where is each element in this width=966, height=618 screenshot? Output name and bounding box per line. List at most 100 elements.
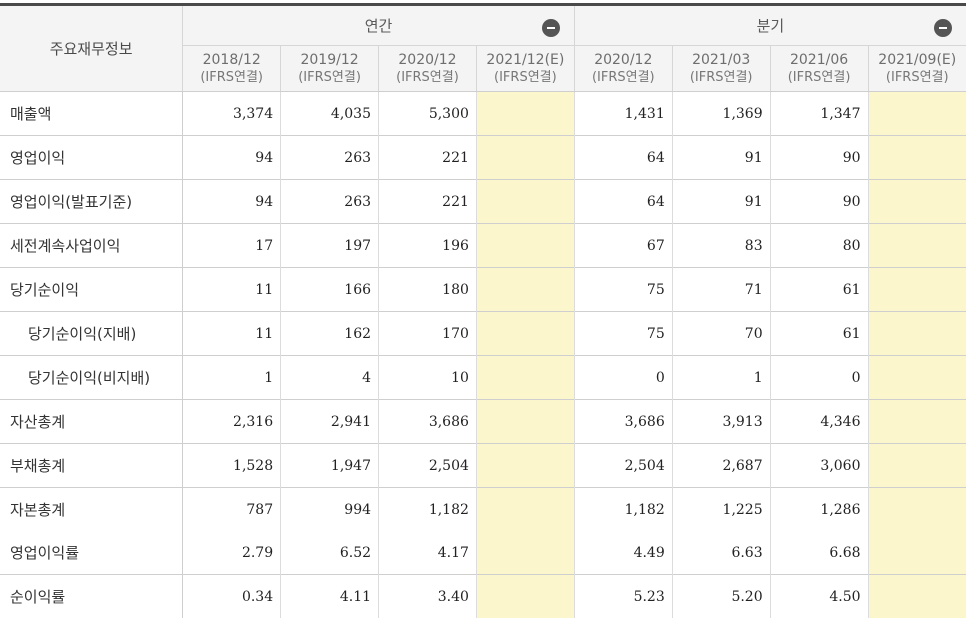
value-cell: 5.20 (672, 575, 770, 618)
quarter-collapse-icon[interactable] (934, 19, 952, 37)
period-basis: (IFRS연결) (869, 69, 966, 86)
value-cell: 90 (770, 180, 868, 224)
period-date: 2018/12 (183, 52, 280, 69)
row-label: 영업이익(발표기준) (0, 180, 183, 224)
value-cell: 787 (183, 488, 281, 532)
value-cell: 0.34 (183, 575, 281, 618)
estimate-cell (476, 531, 574, 575)
row-label: 부채총계 (0, 444, 183, 488)
row-label: 당기순이익(비지배) (0, 356, 183, 400)
estimate-cell (868, 531, 966, 575)
value-cell: 94 (183, 180, 281, 224)
value-cell: 263 (281, 136, 379, 180)
period-header-1: 2019/12(IFRS연결) (281, 46, 379, 92)
value-cell: 4,346 (770, 400, 868, 444)
value-cell: 2.79 (183, 531, 281, 575)
value-cell: 91 (672, 136, 770, 180)
value-cell: 2,941 (281, 400, 379, 444)
value-cell: 64 (574, 136, 672, 180)
estimate-cell (476, 136, 574, 180)
value-cell: 197 (281, 224, 379, 268)
period-header-6: 2021/06(IFRS연결) (770, 46, 868, 92)
value-cell: 83 (672, 224, 770, 268)
row-label: 영업이익 (0, 136, 183, 180)
estimate-cell (476, 356, 574, 400)
value-cell: 90 (770, 136, 868, 180)
financial-table: 주요재무정보 연간 분기 2018/12(IFRS연결)2019/12(IFRS… (0, 3, 966, 618)
value-cell: 2,504 (379, 444, 477, 488)
estimate-cell (868, 180, 966, 224)
value-cell: 6.52 (281, 531, 379, 575)
value-cell: 3,686 (379, 400, 477, 444)
period-header-4: 2020/12(IFRS연결) (574, 46, 672, 92)
estimate-cell (476, 92, 574, 136)
estimate-cell (476, 312, 574, 356)
quarter-group-header: 분기 (574, 5, 966, 46)
value-cell: 1 (183, 356, 281, 400)
value-cell: 70 (672, 312, 770, 356)
value-cell: 1,286 (770, 488, 868, 532)
value-cell: 6.68 (770, 531, 868, 575)
value-cell: 75 (574, 268, 672, 312)
period-header-7: 2021/09(E)(IFRS연결) (868, 46, 966, 92)
value-cell: 0 (770, 356, 868, 400)
value-cell: 3,374 (183, 92, 281, 136)
value-cell: 61 (770, 312, 868, 356)
value-cell: 71 (672, 268, 770, 312)
value-cell: 221 (379, 136, 477, 180)
value-cell: 6.63 (672, 531, 770, 575)
period-date: 2021/09(E) (869, 52, 966, 69)
value-cell: 75 (574, 312, 672, 356)
table-header-label: 주요재무정보 (0, 5, 183, 92)
estimate-cell (868, 224, 966, 268)
estimate-cell (868, 312, 966, 356)
period-basis: (IFRS연결) (477, 69, 574, 86)
annual-group-header: 연간 (183, 5, 575, 46)
value-cell: 5.23 (574, 575, 672, 618)
value-cell: 4 (281, 356, 379, 400)
value-cell: 61 (770, 268, 868, 312)
quarter-group-title: 분기 (757, 17, 785, 35)
value-cell: 3,686 (574, 400, 672, 444)
period-header-5: 2021/03(IFRS연결) (672, 46, 770, 92)
estimate-cell (476, 268, 574, 312)
value-cell: 3,913 (672, 400, 770, 444)
period-header-0: 2018/12(IFRS연결) (183, 46, 281, 92)
row-label: 자산총계 (0, 400, 183, 444)
value-cell: 80 (770, 224, 868, 268)
value-cell: 4.49 (574, 531, 672, 575)
period-basis: (IFRS연결) (771, 69, 868, 86)
value-cell: 994 (281, 488, 379, 532)
value-cell: 162 (281, 312, 379, 356)
value-cell: 196 (379, 224, 477, 268)
estimate-cell (868, 488, 966, 532)
value-cell: 166 (281, 268, 379, 312)
value-cell: 17 (183, 224, 281, 268)
period-header-3: 2021/12(E)(IFRS연결) (476, 46, 574, 92)
estimate-cell (868, 356, 966, 400)
value-cell: 11 (183, 312, 281, 356)
estimate-cell (476, 400, 574, 444)
value-cell: 1,225 (672, 488, 770, 532)
value-cell: 64 (574, 180, 672, 224)
estimate-cell (476, 224, 574, 268)
value-cell: 4.11 (281, 575, 379, 618)
value-cell: 263 (281, 180, 379, 224)
value-cell: 1,947 (281, 444, 379, 488)
period-basis: (IFRS연결) (673, 69, 770, 86)
annual-collapse-icon[interactable] (542, 19, 560, 37)
value-cell: 94 (183, 136, 281, 180)
period-basis: (IFRS연결) (575, 69, 672, 86)
row-label: 순이익률 (0, 575, 183, 618)
estimate-cell (476, 575, 574, 618)
row-label: 자본총계 (0, 488, 183, 532)
row-label: 영업이익률 (0, 531, 183, 575)
value-cell: 1,528 (183, 444, 281, 488)
period-date: 2021/06 (771, 52, 868, 69)
